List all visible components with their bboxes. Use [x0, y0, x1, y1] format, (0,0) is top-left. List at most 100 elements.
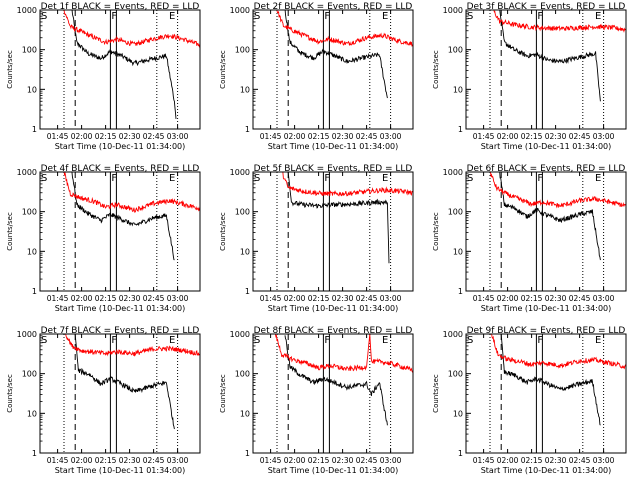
- events-series-line: [71, 10, 177, 119]
- lld-series-line: [491, 334, 626, 370]
- y-tick-label: 1: [458, 287, 463, 296]
- marker-label: S: [41, 335, 47, 346]
- marker-label: E: [595, 11, 601, 22]
- y-tick-label: 10: [453, 409, 463, 418]
- x-tick-label: 02:15: [308, 456, 330, 465]
- y-tick-label: 1: [32, 287, 37, 296]
- y-tick-label: 1: [458, 125, 463, 134]
- x-tick-label: 01:45: [260, 132, 282, 141]
- x-tick-label: 01:45: [473, 294, 495, 303]
- x-axis-label: Start Time (10-Dec-11 01:34:00): [481, 466, 612, 475]
- marker-label: F: [537, 173, 543, 184]
- y-tick-label: 100: [235, 208, 250, 217]
- x-tick-label: 02:45: [356, 456, 378, 465]
- x-tick-label: 02:30: [119, 132, 141, 141]
- x-tick-label: 03:00: [593, 456, 615, 465]
- y-tick-label: 10: [240, 409, 250, 418]
- x-tick-label: 03:00: [380, 294, 402, 303]
- x-tick-label: 02:45: [356, 132, 378, 141]
- x-tick-label: 02:30: [332, 456, 354, 465]
- lld-series-line: [274, 334, 413, 374]
- marker-label: F: [111, 11, 117, 22]
- marker-label: S: [254, 173, 260, 184]
- y-tick-label: 100: [235, 370, 250, 379]
- x-tick-label: 02:45: [356, 294, 378, 303]
- x-tick-label: 03:00: [380, 456, 402, 465]
- marker-label: S: [41, 173, 47, 184]
- x-tick-label: 02:30: [332, 294, 354, 303]
- plot-frame: [465, 9, 627, 130]
- x-axis-label: Start Time (10-Dec-11 01:34:00): [268, 466, 399, 475]
- events-series-line: [284, 10, 388, 99]
- panel-title: Det 5f BLACK = Events, RED = LLD: [254, 164, 413, 174]
- y-axis-label: Counts/sec: [432, 50, 440, 89]
- panel-title: Det 1f BLACK = Events, RED = LLD: [41, 2, 200, 12]
- x-tick-label: 01:45: [47, 132, 69, 141]
- detector-panel: Det 3f BLACK = Events, RED = LLD 1 10 100 10…: [432, 2, 627, 151]
- marker-label: E: [595, 335, 601, 346]
- y-tick-label: 100: [448, 370, 463, 379]
- y-tick-label: 10: [240, 247, 250, 256]
- x-tick-label: 02:15: [521, 132, 543, 141]
- marker-label: S: [467, 11, 473, 22]
- x-tick-label: 03:00: [167, 132, 189, 141]
- y-tick-label: 1: [245, 125, 250, 134]
- lld-series-line: [63, 172, 200, 214]
- x-tick-label: 03:00: [167, 456, 189, 465]
- x-tick-label: 03:00: [593, 132, 615, 141]
- y-tick-label: 1000: [443, 168, 463, 177]
- marker-label: E: [382, 11, 388, 22]
- detector-panel: Det 1f BLACK = Events, RED = LLD 1 10 100 10…: [6, 2, 201, 151]
- x-axis-label: Start Time (10-Dec-11 01:34:00): [55, 304, 186, 313]
- y-tick-label: 100: [22, 208, 37, 217]
- marker-label: F: [111, 335, 117, 346]
- y-tick-label: 1: [32, 449, 37, 458]
- marker-label: F: [537, 11, 543, 22]
- panel-title: Det 8f BLACK = Events, RED = LLD: [254, 326, 413, 336]
- panel-title: Det 4f BLACK = Events, RED = LLD: [41, 164, 200, 174]
- y-axis-label: Counts/sec: [432, 212, 440, 251]
- panel-title: Det 6f BLACK = Events, RED = LLD: [467, 164, 626, 174]
- x-tick-label: 02:30: [545, 294, 567, 303]
- marker-label: S: [467, 173, 473, 184]
- plot-frame: [252, 9, 414, 130]
- x-tick-label: 02:45: [569, 294, 591, 303]
- x-tick-label: 02:00: [284, 456, 306, 465]
- x-tick-label: 02:45: [143, 294, 165, 303]
- panel-title: Det 9f BLACK = Events, RED = LLD: [467, 326, 626, 336]
- y-tick-label: 1000: [230, 6, 250, 15]
- events-series-line: [71, 172, 175, 261]
- y-tick-label: 10: [240, 85, 250, 94]
- y-tick-label: 100: [22, 46, 37, 55]
- marker-label: F: [324, 335, 330, 346]
- detector-panel: Det 5f BLACK = Events, RED = LLD 1 10 100 10…: [219, 164, 414, 313]
- marker-label: E: [595, 173, 601, 184]
- x-tick-label: 02:00: [71, 132, 93, 141]
- marker-label: F: [537, 335, 543, 346]
- plot-frame: [465, 171, 627, 292]
- y-tick-label: 1: [458, 449, 463, 458]
- y-tick-label: 1000: [230, 330, 250, 339]
- detector-panel: Det 4f BLACK = Events, RED = LLD 1 10 100 10…: [6, 164, 201, 313]
- x-tick-label: 02:15: [308, 132, 330, 141]
- x-tick-label: 02:00: [71, 294, 93, 303]
- x-axis-label: Start Time (10-Dec-11 01:34:00): [55, 466, 186, 475]
- x-tick-label: 02:30: [332, 132, 354, 141]
- x-tick-label: 02:45: [569, 132, 591, 141]
- x-tick-label: 02:00: [497, 132, 519, 141]
- x-tick-label: 01:45: [473, 456, 495, 465]
- plot-frame: [39, 333, 201, 454]
- detector-panel: Det 8f BLACK = Events, RED = LLD 1 10 100 10…: [219, 326, 414, 475]
- x-tick-label: 02:45: [143, 132, 165, 141]
- x-tick-label: 02:15: [521, 294, 543, 303]
- detector-panel: Det 2f BLACK = Events, RED = LLD 1 10 100 10…: [219, 2, 414, 151]
- x-axis-label: Start Time (10-Dec-11 01:34:00): [268, 142, 399, 151]
- x-tick-label: 03:00: [380, 132, 402, 141]
- lld-series-line: [281, 172, 413, 197]
- y-tick-label: 1: [245, 449, 250, 458]
- marker-label: S: [467, 335, 473, 346]
- y-tick-label: 100: [235, 46, 250, 55]
- marker-label: E: [169, 11, 175, 22]
- events-series-line: [499, 10, 601, 102]
- y-tick-label: 1: [245, 287, 250, 296]
